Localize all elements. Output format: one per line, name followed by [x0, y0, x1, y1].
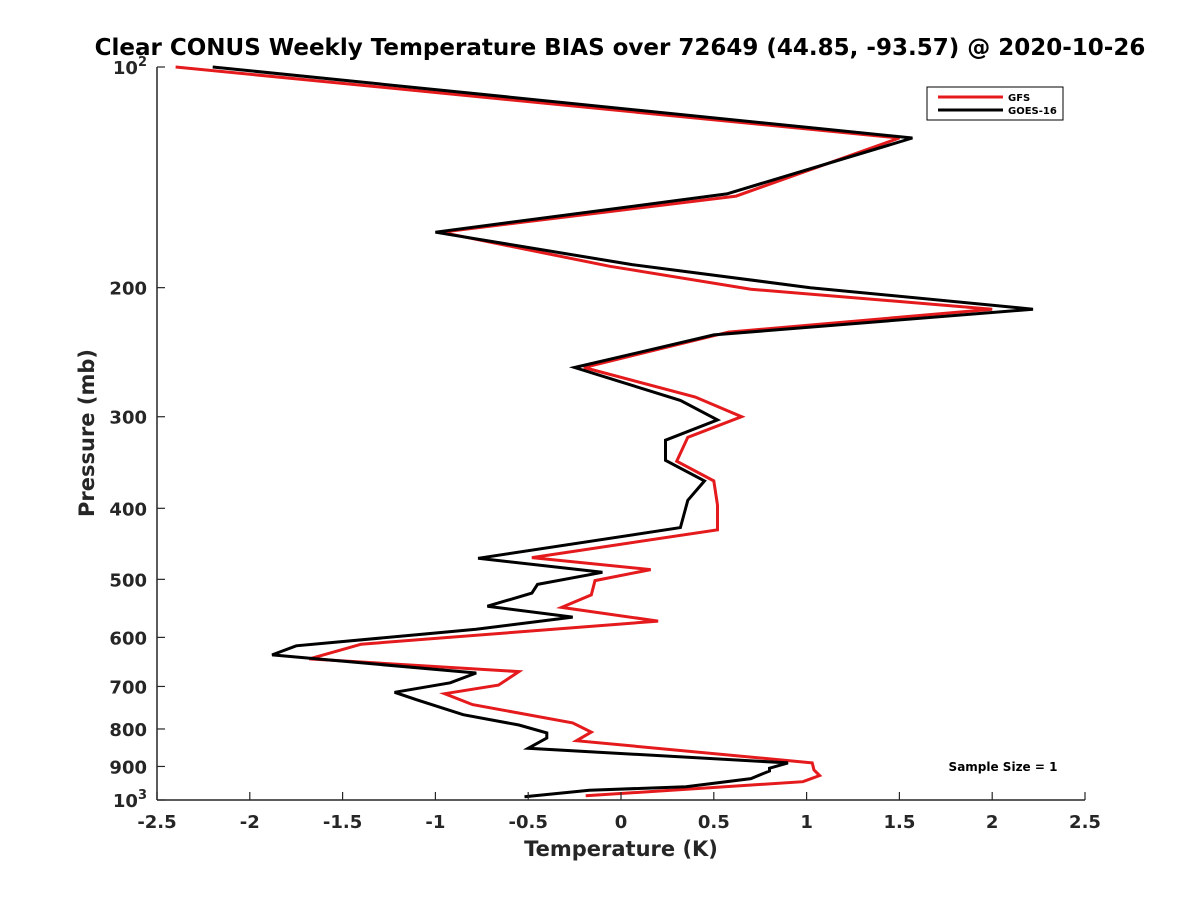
series-line-goes16 — [212, 65, 1034, 799]
legend: GFS GOES-16 — [926, 86, 1064, 121]
legend-label-gfs: GFS — [1008, 93, 1030, 104]
y-tick-label: 700 — [109, 677, 147, 698]
x-tick-label: -2.5 — [137, 812, 176, 833]
sample-size-annotation: Sample Size = 1 — [949, 760, 1058, 774]
x-tick-label: 1.5 — [883, 812, 915, 833]
y-tick-label: 600 — [109, 628, 147, 649]
series-layer — [175, 65, 1034, 799]
x-tick-label: 2 — [986, 812, 999, 833]
series-line-gfs — [175, 65, 993, 798]
y-axis-label: Pressure (mb) — [75, 349, 99, 517]
y-tick-label: 400 — [109, 499, 147, 520]
y-tick-label: 900 — [109, 757, 147, 778]
x-tick-label: 1 — [800, 812, 813, 833]
x-tick-label: -0.5 — [509, 812, 548, 833]
y-tick-label: 800 — [109, 720, 147, 741]
legend-box — [926, 86, 1064, 121]
y-tick-label: 300 — [109, 408, 147, 429]
legend-label-goes16: GOES-16 — [1008, 106, 1057, 117]
x-tick-label: -1 — [425, 812, 445, 833]
y-tick-label: 102 — [113, 55, 147, 79]
x-tick-label: 0 — [615, 812, 628, 833]
x-tick-label: -2 — [240, 812, 260, 833]
tick-layer: -2.5 -2 -1.5 -1 -0.5 0 0.5 1 1.5 2 2.5 102 200 300 400… — [109, 55, 1101, 833]
plot-area — [157, 67, 1085, 800]
x-tick-label: 0.5 — [698, 812, 730, 833]
plot-frame — [157, 67, 1085, 800]
y-tick-label: 103 — [113, 788, 147, 812]
x-axis-label: Temperature (K) — [524, 837, 718, 861]
y-tick-label: 500 — [109, 570, 147, 591]
y-tick-label: 200 — [109, 279, 147, 300]
chart-title: Clear CONUS Weekly Temperature BIAS over… — [95, 35, 1146, 61]
x-tick-label: 2.5 — [1069, 812, 1101, 833]
x-tick-label: -1.5 — [323, 812, 362, 833]
